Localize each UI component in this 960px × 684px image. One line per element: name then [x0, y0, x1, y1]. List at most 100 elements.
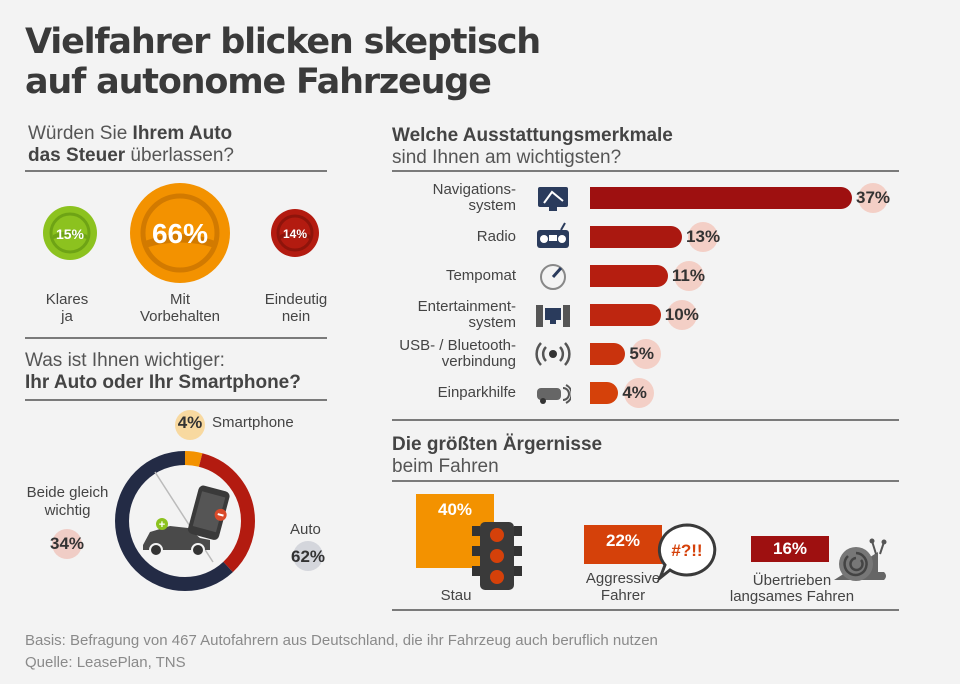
slow-driving-label: Übertrieben langsames Fahren: [720, 573, 864, 605]
section1-bottom-rule: [25, 337, 327, 339]
wheel-klares-ja: 15%: [43, 206, 97, 260]
section4-heading: Die größten Ärgernisse beim Fahren: [392, 434, 602, 478]
feature-bar: [590, 382, 619, 404]
feature-label-line: USB- / Bluetooth-: [399, 337, 516, 354]
auto-pct: 62%: [290, 547, 326, 566]
section4-rule: [392, 480, 899, 482]
label-eindeutig-nein: Eindeutig nein: [241, 291, 351, 325]
label-line: wichtig: [44, 502, 91, 519]
section3-bottom-rule: [392, 419, 899, 421]
snail-icon: [834, 538, 887, 581]
speedometer-icon: [540, 264, 566, 290]
stau-pct: 40%: [437, 500, 473, 519]
both-label: Beide gleich wichtig: [25, 484, 110, 520]
steering-wheel-chart: 15% 66% 14%: [43, 183, 319, 283]
label-line: Fahrer: [600, 587, 646, 604]
feature-pct: 10%: [664, 305, 699, 324]
feature-bar: [590, 265, 668, 287]
pct-klares-ja: 15%: [56, 226, 85, 242]
footer-basis: Basis: Befragung von 467 Autofahrern aus…: [25, 632, 658, 649]
label-line: Aggressive: [585, 570, 661, 587]
section1-heading: Würden Sie Ihrem Auto das Steuer überlas…: [28, 123, 234, 167]
section3-rule: [392, 170, 899, 172]
feature-pct: 11%: [671, 266, 705, 285]
parking-sensor-icon: [537, 384, 571, 404]
bubble-text: #?!!: [671, 541, 703, 560]
auto-vs-smartphone-donut: +: [115, 451, 255, 591]
label-line: Beide gleich: [26, 484, 109, 501]
label-line: ja: [61, 308, 73, 325]
stau-label: Stau: [440, 587, 472, 604]
wheel-eindeutig-nein: 14%: [271, 209, 319, 257]
page-title: Vielfahrer blicken skeptisch auf autonom…: [25, 22, 541, 102]
label-mit-vorbehalten: Mit Vorbehalten: [125, 291, 235, 325]
label-line: langsames Fahren: [729, 588, 855, 605]
radio-icon: [537, 222, 569, 248]
feature-bar: [590, 304, 661, 326]
smartphone-pct: 4%: [177, 413, 203, 432]
pct-eindeutig-nein: 14%: [283, 227, 307, 241]
section2-heading: Was ist Ihnen wichtiger: Ihr Auto oder I…: [25, 350, 301, 394]
slow-driving-pct: 16%: [772, 539, 808, 558]
entertainment-icon: [536, 305, 570, 327]
smartphone-icon: [187, 485, 230, 540]
both-pct: 34%: [49, 534, 85, 553]
aggressive-label: Aggressive Fahrer: [572, 570, 674, 604]
feature-pct-dot: [858, 183, 888, 213]
label-line: nein: [281, 308, 311, 325]
feature-pct-dot: [624, 378, 655, 408]
section1-rule: [25, 170, 327, 172]
feature-label: Einparkhilfe: [346, 385, 516, 401]
heading-bold: das Steuer: [28, 145, 126, 166]
heading-line: sind Ihnen am wichtigsten?: [392, 147, 622, 168]
both-pct-dot: [52, 529, 82, 559]
wireless-icon: [535, 342, 571, 366]
feature-label-line: verbindung: [441, 353, 516, 370]
footer-source: Quelle: LeasePlan, TNS: [25, 654, 186, 671]
feature-label-line: system: [468, 197, 516, 214]
feature-label-line: Tempomat: [445, 267, 516, 284]
heading-line: Die größten Ärgernisse: [392, 434, 603, 455]
label-line: Mit: [170, 291, 190, 308]
navigation-icon: [538, 187, 568, 211]
heading-line: Welche Ausstattungsmerkmale: [392, 125, 673, 146]
heading-text: Würden Sie: [28, 123, 133, 144]
svg-text:+: +: [159, 519, 165, 531]
title-line-2: auf autonome Fahrzeuge: [25, 62, 492, 102]
feature-label: Entertainment-system: [346, 299, 516, 331]
heading-bold: Ihrem Auto: [132, 123, 233, 144]
section2-rule: [25, 399, 327, 401]
car-icon: +: [143, 518, 210, 557]
feature-label: USB- / Bluetooth-verbindung: [346, 338, 516, 370]
heading-line: Ihr Auto oder Ihr Smartphone?: [25, 372, 301, 393]
feature-label-line: Entertainment-: [417, 298, 516, 315]
feature-label-line: Einparkhilfe: [437, 384, 516, 401]
auto-pct-dot: [293, 541, 323, 571]
feature-label-line: Navigations-: [432, 181, 516, 198]
section3-heading: Welche Ausstattungsmerkmale sind Ihnen a…: [392, 125, 673, 169]
feature-label-line: system: [468, 314, 516, 331]
heading-line: beim Fahren: [392, 456, 499, 477]
pct-mit-vorbehalten: 66%: [152, 218, 208, 249]
feature-pct-dot: [666, 300, 697, 330]
feature-label-line: Radio: [476, 228, 516, 245]
aggressive-pct: 22%: [605, 531, 641, 550]
label-klares-ja: Klares ja: [12, 291, 122, 325]
feature-bar: [590, 343, 626, 365]
donut-segment-auto: [115, 451, 255, 591]
wheel-mit-vorbehalten: 66%: [130, 183, 230, 283]
feature-label: Radio: [346, 229, 516, 245]
section4-bottom-rule: [392, 609, 899, 611]
smartphone-pct-dot: [175, 410, 205, 440]
feature-pct-dot: [631, 339, 662, 369]
heading-text: überlassen?: [125, 145, 234, 166]
smartphone-label: Smartphone: [212, 414, 294, 431]
label-line: Übertrieben: [752, 572, 832, 589]
heading-line: Was ist Ihnen wichtiger:: [25, 350, 225, 371]
feature-pct: 13%: [686, 227, 721, 246]
aggressive-box: 22%: [584, 525, 662, 564]
feature-pct: 4%: [622, 383, 647, 402]
feature-bar: [590, 226, 683, 248]
feature-pct-dot: [688, 222, 719, 252]
feature-label: Tempomat: [346, 268, 516, 284]
